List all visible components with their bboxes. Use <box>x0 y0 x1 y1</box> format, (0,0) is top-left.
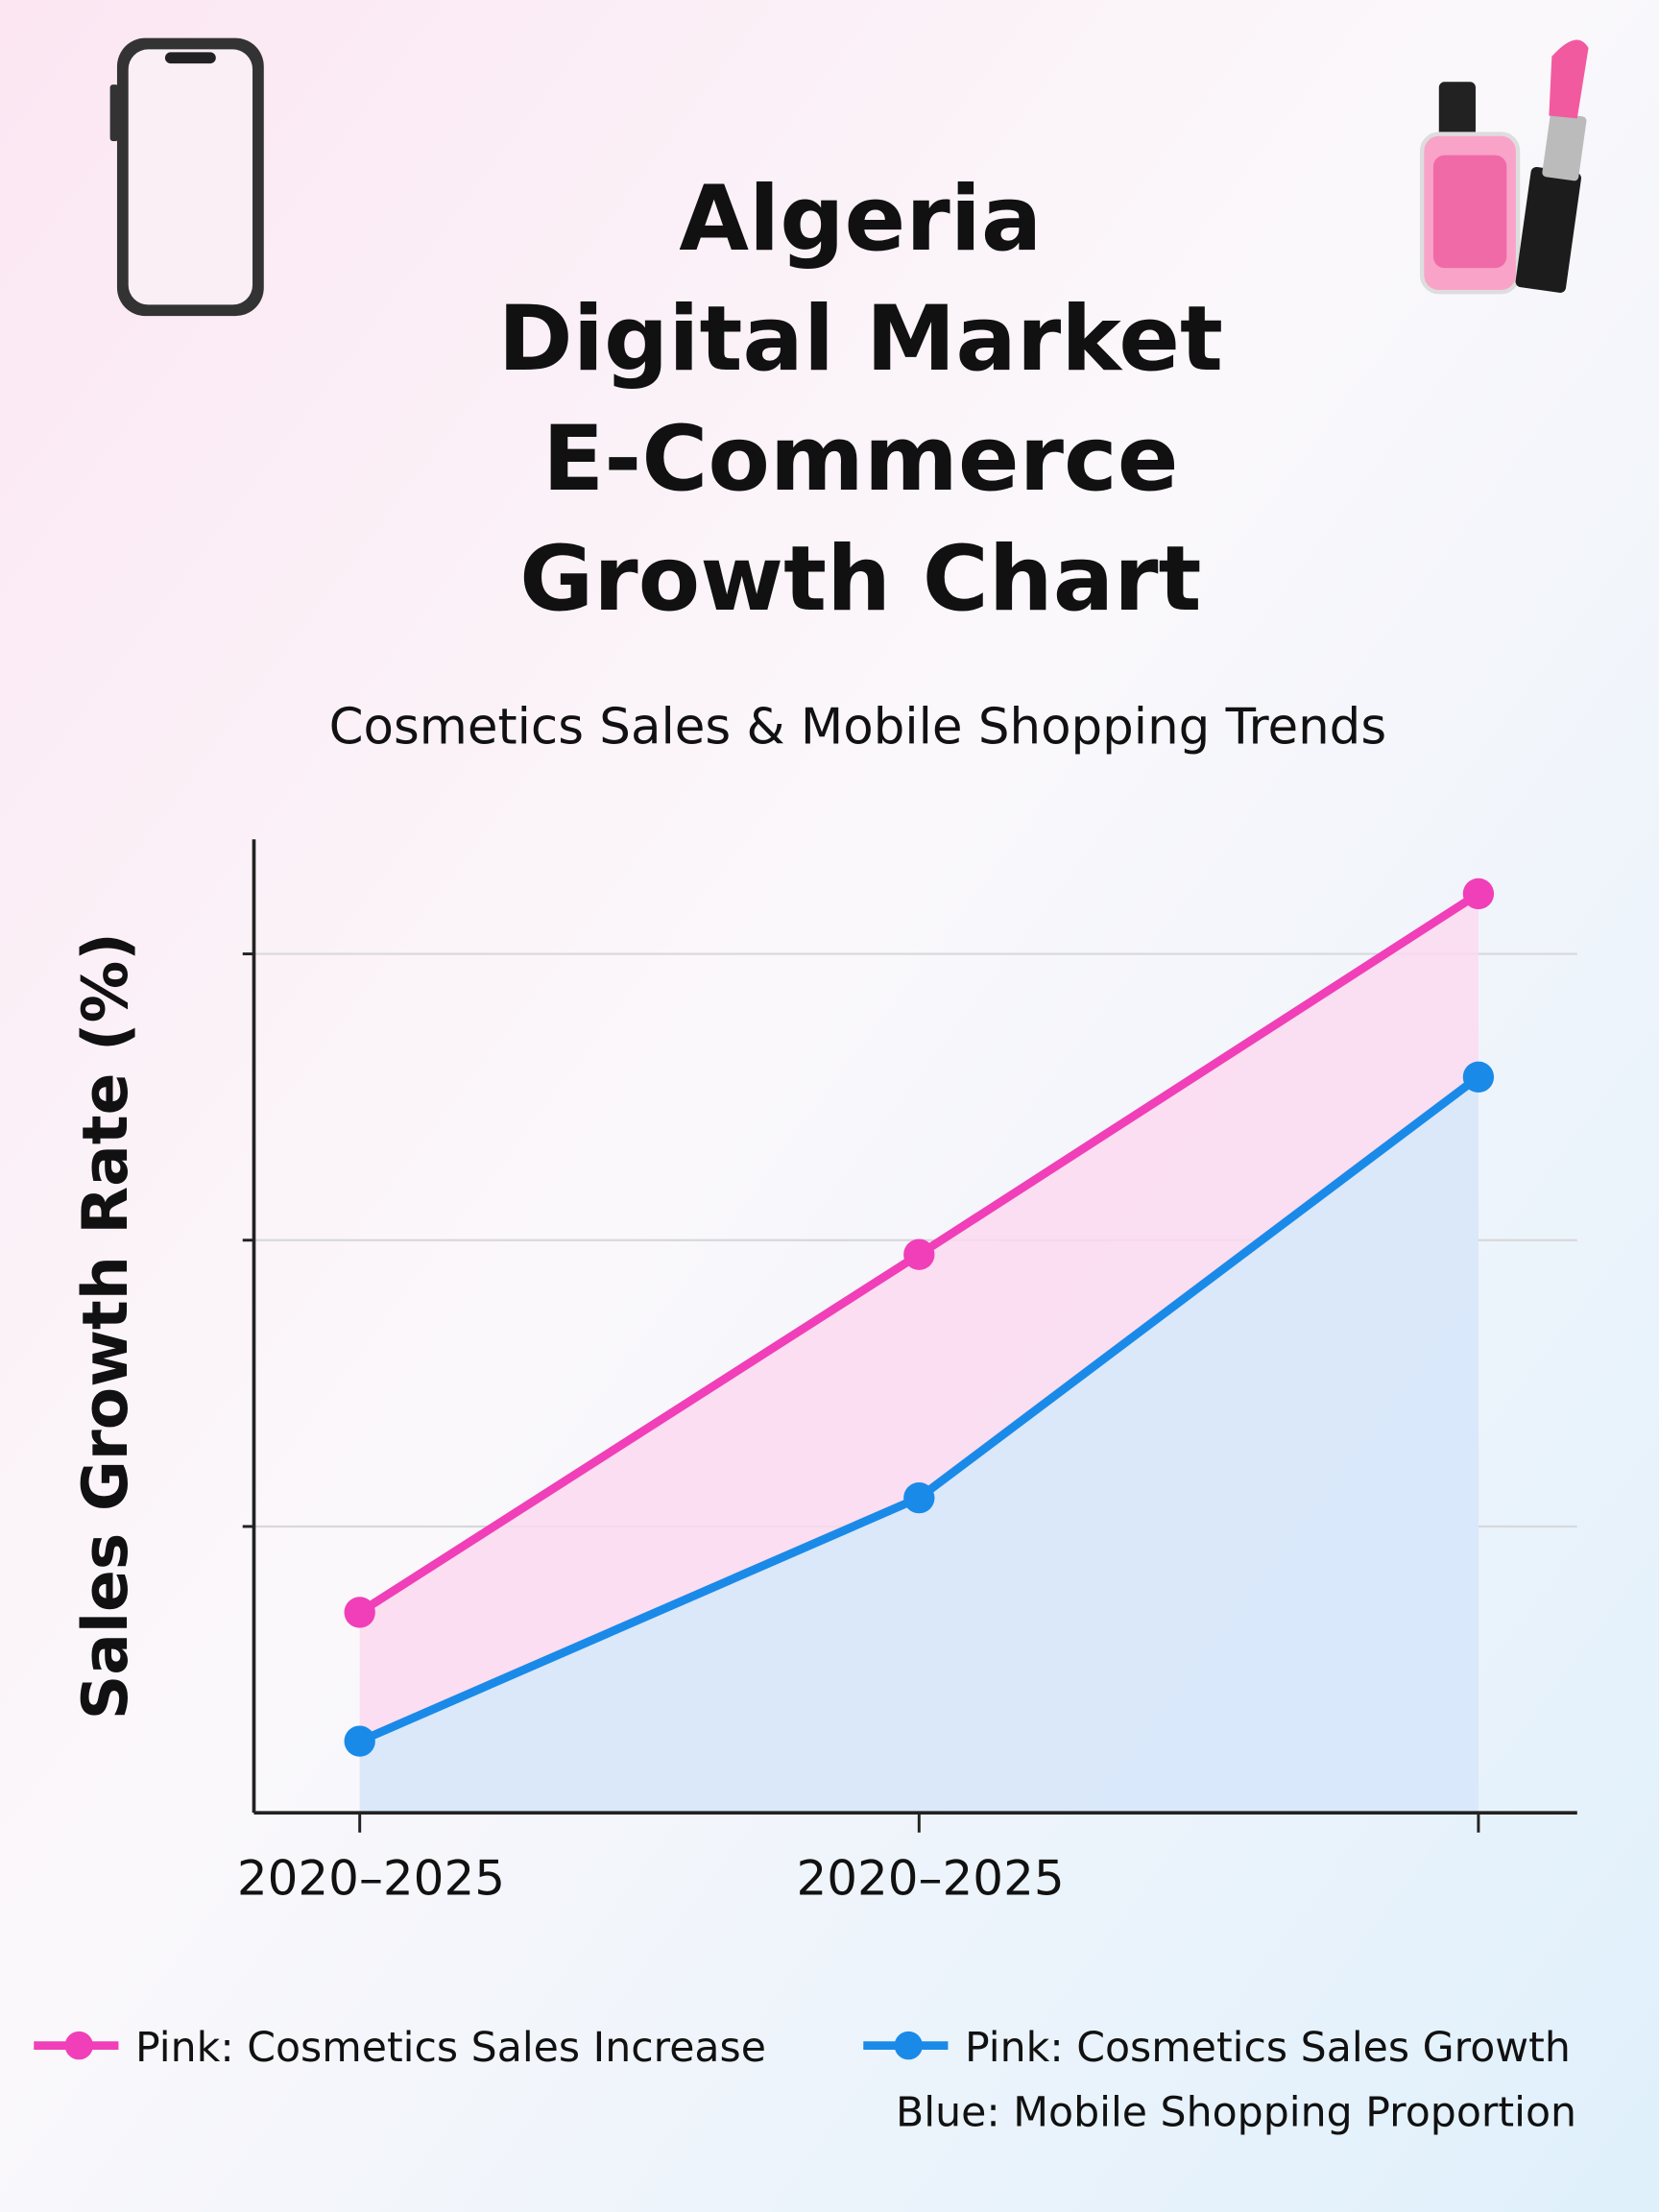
title-line: E-Commerce <box>542 407 1178 512</box>
point <box>1462 878 1495 910</box>
legend-marker <box>894 2031 923 2060</box>
area <box>359 1076 1479 1814</box>
point <box>344 1725 375 1757</box>
point <box>1462 1061 1495 1093</box>
y-axis-label: Sales Growth Rate (%) <box>70 932 142 1719</box>
legend-marker <box>64 2031 93 2060</box>
title-line: Algeria <box>679 167 1042 272</box>
x-tick-label: 2020–2025 <box>796 1850 1064 1906</box>
title-line: Digital Market <box>498 287 1223 392</box>
point <box>903 1481 935 1514</box>
phone-icon <box>109 37 264 317</box>
point <box>903 1238 935 1270</box>
legend-label: Pink: Cosmetics Sales Growth <box>965 2024 1571 2072</box>
point <box>344 1597 375 1628</box>
title-line: Growth Chart <box>519 527 1201 632</box>
x-tick-label: 2020–2025 <box>237 1850 505 1906</box>
subtitle: Cosmetics Sales & Mobile Shopping Trends <box>329 698 1386 756</box>
legend-note: Blue: Mobile Shopping Proportion <box>896 2088 1576 2136</box>
cosmetics-icon <box>1419 39 1589 295</box>
legend-label: Pink: Cosmetics Sales Increase <box>135 2024 766 2072</box>
